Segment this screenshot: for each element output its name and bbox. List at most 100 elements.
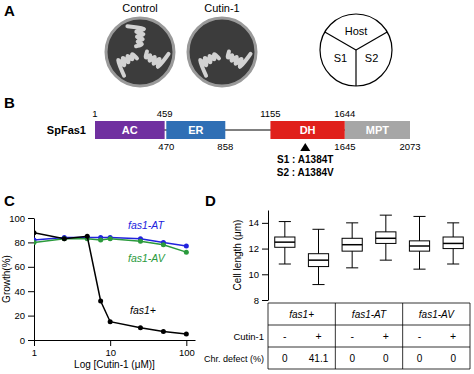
domain-start: 1645: [334, 141, 355, 152]
series-point: [184, 331, 189, 336]
table-rule: [268, 369, 470, 370]
box: [308, 254, 328, 267]
tick: 1: [32, 340, 37, 358]
domain-name: ER: [188, 124, 203, 136]
table-rule: [268, 347, 470, 348]
median: [443, 243, 463, 245]
table-rule: [268, 303, 269, 369]
domain-box: [95, 121, 165, 139]
panel-label: C: [4, 192, 15, 209]
mutation-marker: [300, 143, 310, 151]
series-point: [62, 236, 67, 241]
treatment-cell: -: [350, 330, 354, 342]
series-point: [85, 234, 90, 239]
tick: 60: [14, 261, 34, 272]
group-label: fas1-AT: [352, 309, 387, 320]
key-circle: [320, 14, 392, 86]
panel-label: B: [4, 94, 15, 111]
y-axis: 8 10 12 14: [248, 211, 268, 306]
tick-label: 14: [248, 217, 259, 228]
domain-box: [166, 121, 225, 139]
plot-area: [34, 230, 189, 336]
tick-label: 0: [20, 335, 25, 346]
table-rule: [335, 303, 336, 369]
defect-cell: 41.1: [309, 353, 329, 364]
y-axis-title: Cell length (μm): [232, 220, 243, 291]
series-point: [138, 325, 143, 330]
tick: 12: [248, 243, 268, 254]
tick-label: 100: [179, 347, 195, 358]
panel-label: D: [205, 192, 216, 209]
tick: 10: [105, 340, 116, 358]
treatment-cell: +: [315, 330, 321, 342]
plate: [106, 18, 174, 86]
tick: 10: [248, 269, 268, 280]
series-label: fas1-AV: [128, 252, 166, 264]
tick-mark: [34, 340, 35, 346]
series-point: [108, 319, 113, 324]
tick-label: 10: [248, 269, 259, 280]
tick-label: 10: [105, 347, 116, 358]
tick-mark: [262, 249, 268, 250]
box: [275, 237, 295, 247]
series-line: [34, 233, 186, 334]
colony-streak: [200, 54, 219, 75]
series-point: [161, 242, 166, 247]
x-axis: 1 10 100: [32, 340, 196, 358]
treatment-cell: -: [283, 330, 287, 342]
key-label: S1: [334, 52, 347, 64]
tick: 40: [14, 286, 34, 297]
tick-label: 1: [32, 347, 37, 358]
domain-name: DH: [300, 124, 316, 136]
tick: 0: [20, 335, 34, 346]
tick: 20: [14, 310, 34, 321]
tick-label: 8: [254, 295, 259, 306]
whisker-cap: [413, 216, 425, 217]
defect-cell: 0: [282, 353, 288, 364]
defect-cell: 0: [450, 353, 456, 364]
tick-mark: [262, 274, 268, 275]
whisker-cap: [380, 215, 392, 216]
colony-streak: [228, 51, 251, 66]
tick: 14: [248, 217, 268, 228]
plot-area: [275, 215, 464, 284]
x-axis-title: Log [Cutin-1 (μM)]: [74, 359, 155, 370]
panel-label: A: [4, 2, 15, 19]
domain-box: [270, 121, 344, 139]
series-label: fas1+: [130, 304, 156, 316]
tick-label: 20: [14, 310, 25, 321]
whisker-cap: [413, 269, 425, 270]
tick-label: 40: [14, 286, 25, 297]
y-axis: 0 20 40 60 80 100: [9, 213, 34, 346]
tick-mark: [262, 223, 268, 224]
domain-end: 459: [157, 108, 173, 119]
domain-start: 470: [158, 141, 174, 152]
mutation-label: S2 : A1384V: [277, 167, 334, 178]
whisker-cap: [447, 264, 459, 265]
group-label: fas1+: [289, 309, 314, 320]
key-label: Host: [345, 25, 368, 37]
treatment-cell: -: [418, 330, 422, 342]
whisker-cap: [346, 222, 358, 223]
whisker-cap: [447, 222, 459, 223]
box: [443, 237, 463, 249]
series-point: [98, 298, 103, 303]
box: [342, 238, 362, 251]
plate-title: Control: [122, 2, 157, 14]
domain-name: MPT: [366, 124, 390, 136]
series-point: [108, 236, 113, 241]
median: [376, 238, 396, 240]
x-axis-line: [35, 340, 196, 341]
table-rule: [470, 303, 471, 369]
whisker-cap: [312, 229, 324, 230]
domain-end: 2073: [399, 141, 420, 152]
tick-label: 100: [9, 213, 25, 224]
tick-label: 80: [14, 237, 25, 248]
domain-end: 1644: [334, 108, 355, 119]
row-label: Cutin-1: [233, 331, 264, 342]
domain-name: AC: [122, 124, 138, 136]
colony-streak: [118, 54, 137, 75]
row-label: Chr. defect (%): [204, 354, 264, 364]
tick-mark: [28, 291, 34, 292]
colony-streak: [127, 26, 144, 46]
